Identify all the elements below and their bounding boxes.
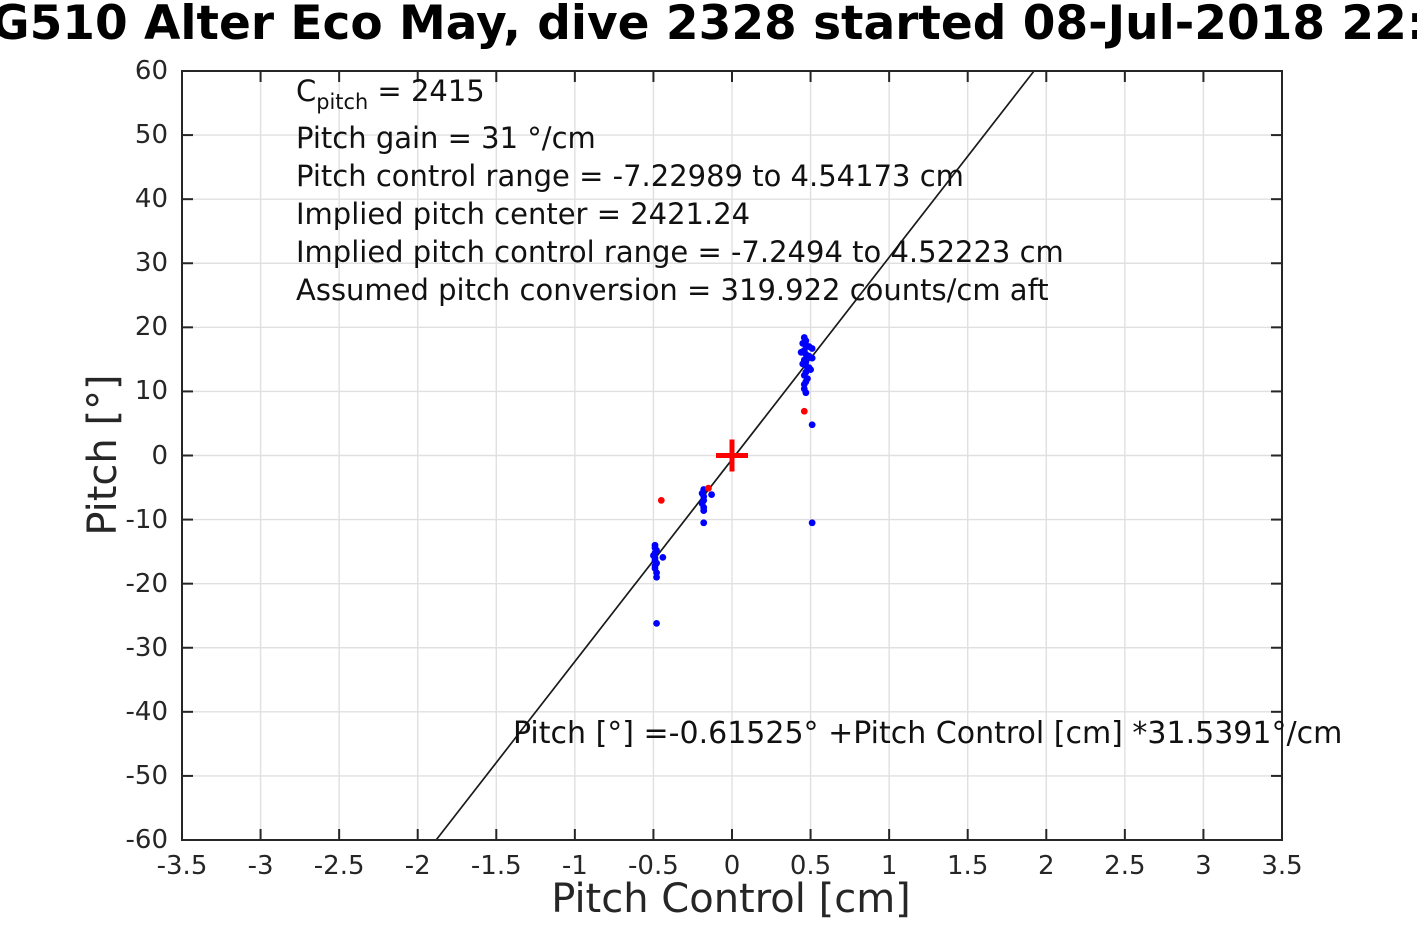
calibration-summary-text: Cpitch = 2415 Pitch gain = 31 °/cm Pitch c… xyxy=(296,72,1064,309)
annotation-line: Assumed pitch conversion = 319.922 count… xyxy=(296,273,1049,307)
x-tick-label: 1.5 xyxy=(947,851,989,881)
x-tick-label: 1 xyxy=(880,851,898,881)
x-tick-label: -2.5 xyxy=(313,851,365,881)
x-tick-label: -1.5 xyxy=(470,851,522,881)
pitch-samples-point xyxy=(808,519,816,527)
annotation-line: Implied pitch control range = -7.2494 to… xyxy=(296,235,1064,269)
implied-center-marker-plus-marker xyxy=(716,439,748,472)
x-tick-label: 2.5 xyxy=(1104,851,1146,881)
x-tick-label: 0 xyxy=(723,851,741,881)
x-tick-label: 3 xyxy=(1195,851,1212,881)
y-tick-label: 20 xyxy=(134,312,168,343)
x-tick-label: -2 xyxy=(404,851,431,881)
annotation-line: Pitch gain = 31 °/cm xyxy=(296,121,596,155)
annotation-line-cpitch: Cpitch = 2415 xyxy=(296,74,485,114)
x-tick-label: -0.5 xyxy=(628,851,679,881)
fit-equation-text: Pitch [°] =-0.61525° +Pitch Control [cm]… xyxy=(513,716,1343,751)
pitch-samples-point xyxy=(700,507,708,515)
y-tick-label: 50 xyxy=(134,120,168,151)
pitch-samples-point xyxy=(808,421,816,429)
y-tick-label: 60 xyxy=(134,56,168,86)
flagged-samples-point xyxy=(705,484,712,492)
annotation-line: Pitch control range = -7.22989 to 4.5417… xyxy=(296,159,964,193)
y-tick-label: 40 xyxy=(134,184,168,215)
y-tick-label: 0 xyxy=(151,440,168,471)
pitch-samples-point xyxy=(700,519,708,527)
flagged-samples-point xyxy=(657,496,665,504)
x-tick-label: 3.5 xyxy=(1261,851,1303,881)
x-tick-label: -3.5 xyxy=(156,851,208,881)
pitch-samples-point xyxy=(808,354,816,362)
x-axis-label: Pitch Control [cm] xyxy=(551,876,911,922)
y-tick-label: -40 xyxy=(125,696,168,727)
x-tick-label: 2 xyxy=(1038,851,1055,881)
y-tick-label: -60 xyxy=(125,825,168,855)
flagged-samples-point xyxy=(800,407,808,415)
figure-title: G510 Alter Eco May, dive 2328 started 08… xyxy=(0,0,1417,51)
pitch-samples-point xyxy=(653,619,660,627)
pitch-samples-point xyxy=(653,573,660,581)
annotation-line: Implied pitch center = 2421.24 xyxy=(296,197,751,231)
x-tick-label: -3 xyxy=(247,851,274,881)
y-tick-label: 10 xyxy=(134,376,168,407)
x-tick-label: -1 xyxy=(561,851,588,881)
y-tick-label: -20 xyxy=(125,568,168,599)
pitch-samples-point xyxy=(708,491,715,498)
y-tick-label: -50 xyxy=(125,760,168,791)
x-tick-label: 0.5 xyxy=(789,851,832,881)
pitch-samples-point xyxy=(659,553,667,561)
pitch-samples-point xyxy=(802,389,810,397)
y-tick-label: 30 xyxy=(134,248,168,279)
y-tick-label: -10 xyxy=(125,504,168,535)
y-tick-label: -30 xyxy=(125,632,168,663)
pitch-samples-point xyxy=(808,345,816,352)
cpitch-subscript: pitch xyxy=(316,89,369,114)
